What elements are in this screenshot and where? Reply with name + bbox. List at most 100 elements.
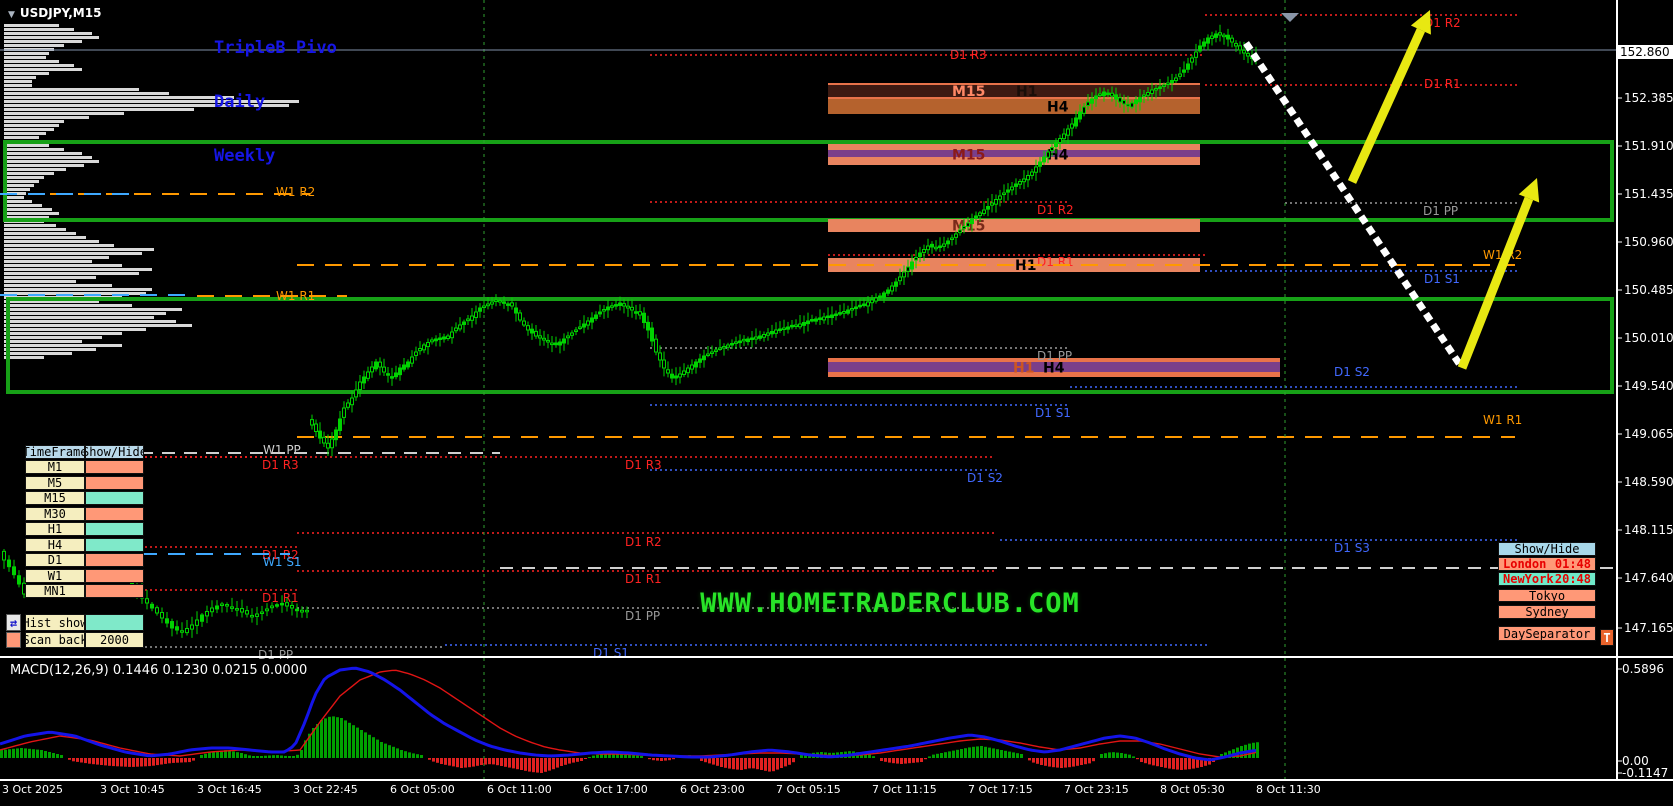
market-profile-bar bbox=[4, 268, 152, 271]
hist-show-toggle[interactable] bbox=[85, 614, 144, 631]
macd-histogram-bar bbox=[764, 758, 767, 771]
macd-histogram-bar bbox=[1192, 758, 1195, 769]
trend-arrow-shaft bbox=[1347, 28, 1426, 184]
candle-body bbox=[926, 245, 930, 251]
candle-body bbox=[742, 338, 746, 342]
time-tick-label: 6 Oct 11:00 bbox=[487, 783, 552, 796]
tf-toggle-m15[interactable] bbox=[85, 491, 144, 505]
candle-body bbox=[810, 319, 814, 322]
text-tool-button[interactable]: T bbox=[1600, 629, 1614, 646]
candle-body bbox=[215, 605, 219, 610]
candle-body bbox=[654, 338, 658, 353]
candle-body bbox=[878, 295, 882, 298]
macd-histogram-bar bbox=[444, 758, 447, 765]
candle-body bbox=[726, 344, 730, 348]
tf-toggle-m1[interactable] bbox=[85, 460, 144, 474]
macd-histogram-bar bbox=[464, 758, 467, 768]
market-profile-bar bbox=[4, 188, 30, 191]
candle-body bbox=[674, 375, 678, 379]
candle-body bbox=[970, 219, 974, 225]
market-profile-bar bbox=[4, 252, 142, 255]
macd-histogram-bar bbox=[756, 758, 759, 770]
candle-body bbox=[275, 604, 279, 607]
price-tick-label: 150.960 bbox=[1624, 235, 1673, 249]
candle-body bbox=[1162, 84, 1166, 88]
macd-histogram-bar bbox=[204, 753, 207, 758]
macd-histogram-bar bbox=[660, 758, 663, 761]
macd-histogram-bar bbox=[924, 758, 927, 760]
candle-body bbox=[260, 611, 264, 614]
candle-body bbox=[938, 245, 942, 248]
macd-histogram-bar bbox=[736, 758, 739, 770]
macd-histogram-bar bbox=[92, 758, 95, 765]
macd-histogram-bar bbox=[264, 755, 267, 758]
candle-body bbox=[842, 311, 846, 314]
candle-body bbox=[574, 329, 578, 332]
macd-histogram-bar bbox=[940, 753, 943, 758]
session-toggle-tokyo[interactable]: Tokyo bbox=[1498, 589, 1596, 602]
session-toggle-sydney[interactable]: Sydney bbox=[1498, 605, 1596, 619]
macd-histogram-bar bbox=[792, 758, 795, 763]
market-profile-bar bbox=[4, 156, 92, 159]
scan-back-value[interactable]: 2000 bbox=[85, 632, 144, 648]
macd-histogram-bar bbox=[124, 758, 127, 767]
candle-body bbox=[794, 324, 798, 327]
macd-histogram-bar bbox=[672, 758, 675, 760]
candle-body bbox=[486, 303, 490, 307]
macd-signal-line bbox=[0, 669, 1257, 758]
macd-histogram-bar bbox=[584, 758, 587, 759]
tf-toggle-m30[interactable] bbox=[85, 506, 144, 521]
market-profile-bar bbox=[4, 208, 52, 211]
macd-histogram-bar bbox=[1256, 742, 1259, 758]
dropdown-arrow-icon[interactable]: ▼ bbox=[8, 10, 15, 20]
candle-body bbox=[494, 299, 498, 302]
market-profile-bar bbox=[4, 240, 99, 243]
candle-body bbox=[1230, 37, 1234, 43]
macd-histogram-bar bbox=[368, 734, 371, 758]
candle-body bbox=[240, 608, 244, 613]
macd-histogram-bar bbox=[312, 728, 315, 758]
macd-histogram-bar bbox=[40, 750, 43, 758]
session-toggle-london[interactable]: London 01:48 bbox=[1498, 557, 1596, 571]
candle-body bbox=[1054, 142, 1058, 148]
candle-body bbox=[1150, 89, 1154, 94]
scanback-swatch-icon[interactable] bbox=[6, 632, 21, 648]
tf-toggle-w1[interactable] bbox=[85, 568, 144, 583]
candle-body bbox=[818, 317, 822, 320]
candle-body bbox=[946, 240, 950, 245]
candle-body bbox=[474, 311, 478, 318]
macd-histogram-bar bbox=[1052, 758, 1055, 768]
candle-body bbox=[1234, 43, 1238, 47]
tf-toggle-d1[interactable] bbox=[85, 553, 144, 567]
candle-body bbox=[305, 609, 309, 613]
macd-histogram-bar bbox=[236, 752, 239, 758]
macd-histogram-bar bbox=[640, 756, 643, 758]
macd-histogram-bar bbox=[896, 758, 899, 764]
macd-histogram-bar bbox=[1172, 758, 1175, 770]
candle-body bbox=[870, 299, 874, 304]
tf-toggle-mn1[interactable] bbox=[85, 584, 144, 598]
macd-histogram-bar bbox=[1224, 752, 1227, 758]
history-arrows-icon[interactable]: ⇄ bbox=[6, 614, 21, 631]
tf-toggle-h4[interactable] bbox=[85, 537, 144, 552]
macd-histogram-bar bbox=[580, 758, 583, 761]
session-toggle-dayseparator[interactable]: DaySeparator bbox=[1498, 626, 1596, 641]
macd-histogram-bar bbox=[128, 758, 131, 767]
macd-histogram-bar bbox=[32, 749, 35, 758]
macd-histogram-bar bbox=[1108, 752, 1111, 758]
symbol-label: USDJPY,M15 bbox=[19, 6, 102, 20]
macd-histogram-bar bbox=[1020, 754, 1023, 758]
market-profile-bar bbox=[4, 356, 44, 359]
macd-histogram-bar bbox=[272, 755, 275, 758]
tf-label-h1: H1 bbox=[25, 522, 85, 536]
tf-label-h4: H4 bbox=[25, 537, 85, 552]
market-profile-bar bbox=[4, 124, 59, 127]
tf-toggle-m5[interactable] bbox=[85, 475, 144, 490]
candle-body bbox=[854, 306, 858, 310]
tf-toggle-h1[interactable] bbox=[85, 522, 144, 536]
macd-histogram-bar bbox=[752, 758, 755, 769]
candle-body bbox=[846, 309, 850, 314]
market-profile-bar bbox=[4, 212, 59, 215]
session-toggle-newyork[interactable]: NewYork 20:48 bbox=[1498, 572, 1596, 586]
market-profile-bar bbox=[4, 168, 66, 171]
